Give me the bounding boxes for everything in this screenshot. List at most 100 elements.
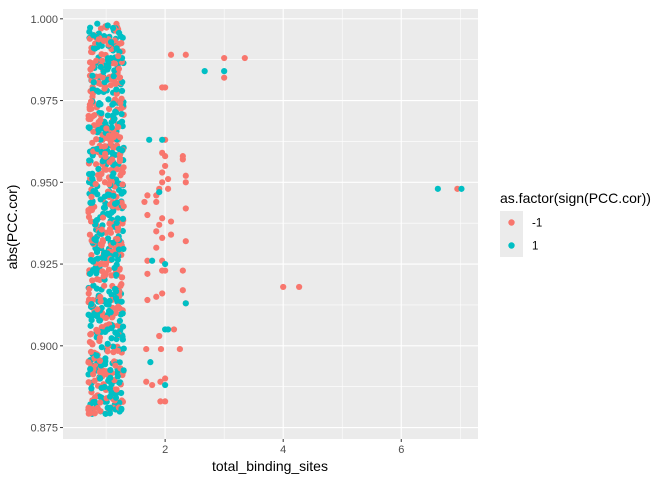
data-point bbox=[153, 198, 160, 206]
data-point bbox=[118, 40, 125, 47]
data-point bbox=[182, 179, 189, 186]
data-point bbox=[112, 80, 119, 87]
data-point bbox=[93, 216, 101, 224]
data-point bbox=[144, 296, 151, 304]
data-point bbox=[119, 147, 126, 154]
data-point bbox=[85, 379, 92, 386]
data-point bbox=[97, 293, 104, 301]
data-point bbox=[94, 255, 101, 262]
data-point bbox=[118, 405, 125, 412]
data-point bbox=[98, 42, 105, 49]
data-point bbox=[102, 270, 109, 277]
data-point bbox=[144, 211, 151, 219]
data-point bbox=[113, 386, 120, 393]
data-point bbox=[98, 384, 105, 392]
data-point bbox=[89, 267, 97, 274]
data-point bbox=[113, 90, 120, 97]
data-point bbox=[87, 348, 95, 356]
data-point bbox=[88, 385, 95, 392]
data-point bbox=[143, 378, 150, 385]
data-point bbox=[182, 238, 189, 245]
data-point bbox=[182, 172, 189, 179]
data-point bbox=[156, 332, 163, 340]
y-axis-title: abs(PCC.cor) bbox=[4, 185, 20, 270]
data-point bbox=[221, 74, 228, 81]
data-point bbox=[280, 283, 287, 291]
data-point bbox=[115, 29, 123, 37]
data-point bbox=[164, 326, 172, 333]
data-point bbox=[86, 285, 93, 292]
data-point bbox=[101, 261, 108, 268]
data-point bbox=[92, 180, 99, 188]
data-point bbox=[105, 132, 112, 139]
data-point bbox=[108, 124, 115, 131]
data-point bbox=[99, 143, 106, 151]
data-point bbox=[108, 314, 116, 321]
data-point bbox=[109, 343, 117, 350]
data-point bbox=[85, 213, 93, 221]
data-point bbox=[110, 239, 117, 246]
data-point bbox=[97, 196, 104, 203]
data-point bbox=[118, 190, 125, 197]
data-point bbox=[149, 257, 156, 264]
data-point bbox=[119, 227, 126, 235]
data-point bbox=[156, 221, 163, 228]
data-point bbox=[98, 170, 105, 178]
data-point bbox=[167, 231, 175, 238]
data-point bbox=[143, 345, 150, 353]
data-point bbox=[112, 309, 119, 317]
data-point bbox=[94, 20, 101, 27]
data-point bbox=[93, 352, 100, 359]
data-point bbox=[85, 290, 92, 297]
legend-label-positive: 1 bbox=[532, 241, 538, 253]
data-point bbox=[182, 300, 189, 307]
data-point bbox=[107, 374, 114, 381]
data-point bbox=[88, 301, 95, 308]
data-point bbox=[105, 105, 113, 113]
data-point bbox=[98, 51, 105, 58]
data-point bbox=[89, 72, 96, 79]
data-point bbox=[119, 333, 126, 341]
data-point bbox=[159, 234, 166, 241]
data-point bbox=[89, 60, 96, 67]
legend-key-negative bbox=[508, 219, 515, 226]
data-point bbox=[141, 198, 148, 206]
data-point bbox=[111, 60, 119, 67]
data-point bbox=[116, 151, 123, 159]
data-point bbox=[90, 188, 97, 195]
data-point bbox=[153, 228, 160, 235]
data-point bbox=[115, 52, 122, 60]
data-point bbox=[170, 326, 178, 333]
data-point bbox=[110, 133, 117, 141]
data-point bbox=[153, 244, 160, 251]
data-point bbox=[114, 256, 121, 263]
data-point bbox=[87, 366, 94, 373]
data-point bbox=[98, 226, 105, 233]
data-point bbox=[86, 338, 93, 346]
data-point bbox=[108, 256, 116, 263]
data-point bbox=[119, 323, 127, 330]
data-point bbox=[106, 226, 114, 233]
data-point bbox=[100, 68, 107, 76]
data-point bbox=[116, 158, 123, 165]
data-point bbox=[115, 123, 122, 131]
data-point bbox=[179, 287, 186, 294]
data-point bbox=[89, 277, 96, 284]
y-tick-label: 0.975 bbox=[30, 96, 58, 108]
data-point bbox=[91, 377, 98, 384]
major-gridlines bbox=[63, 9, 478, 439]
data-point bbox=[106, 393, 114, 400]
data-point bbox=[162, 260, 169, 268]
data-point bbox=[164, 185, 172, 192]
data-point bbox=[110, 73, 117, 80]
data-point bbox=[101, 282, 108, 289]
data-point bbox=[97, 63, 104, 71]
data-point bbox=[167, 218, 175, 225]
data-point bbox=[85, 296, 93, 303]
data-point bbox=[159, 149, 166, 156]
data-point bbox=[104, 340, 111, 347]
data-point bbox=[241, 54, 248, 62]
data-point bbox=[162, 267, 169, 274]
data-point bbox=[114, 373, 121, 380]
data-point bbox=[108, 325, 115, 332]
